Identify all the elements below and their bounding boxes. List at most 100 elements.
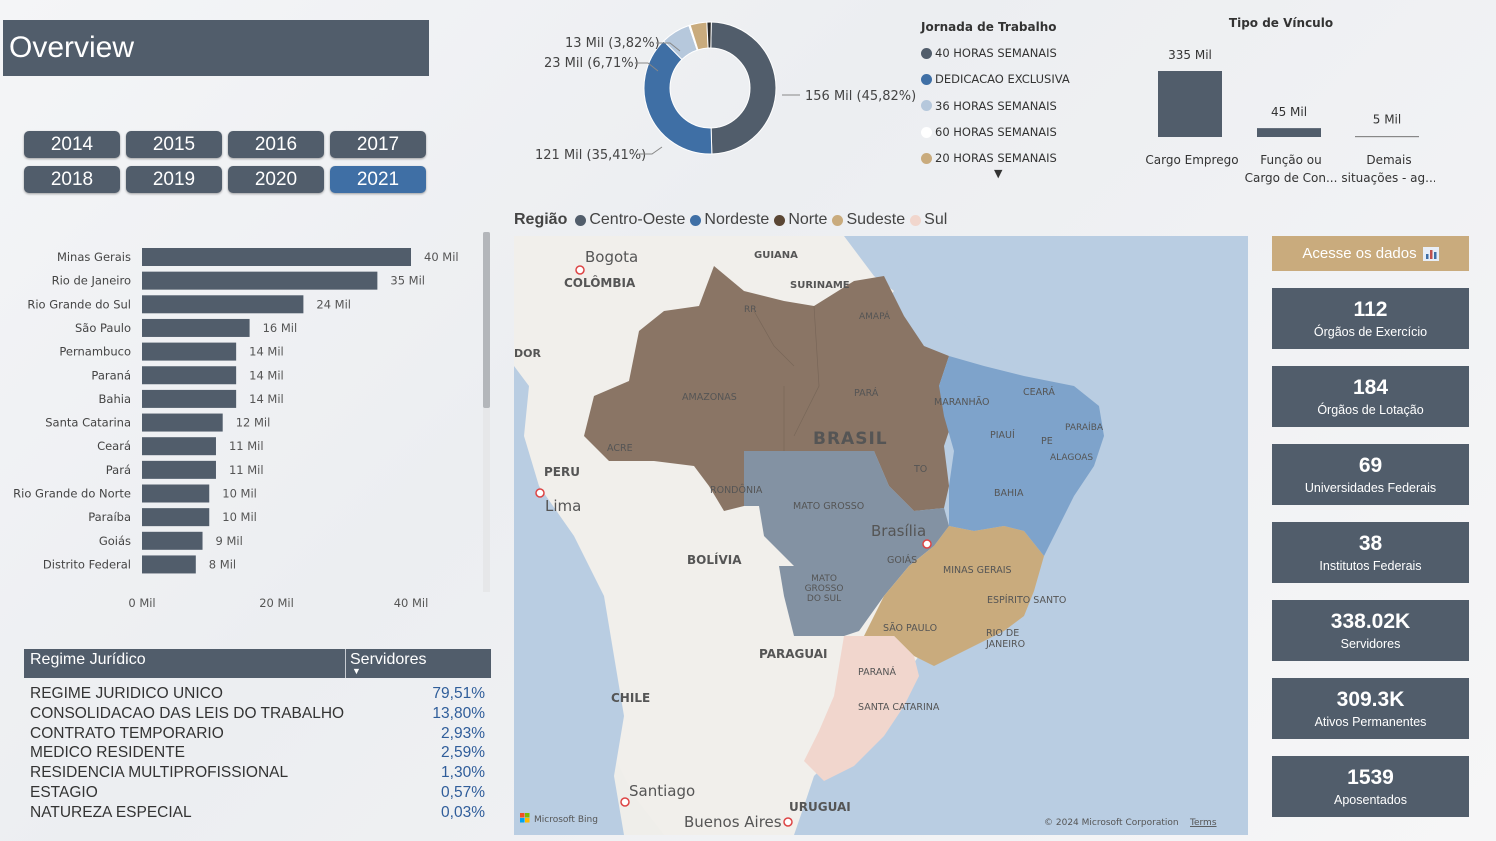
bar[interactable]	[142, 484, 210, 503]
region-sudeste[interactable]	[864, 526, 1044, 666]
city-marker	[575, 265, 585, 275]
regime-name: CONTRATO TEMPORARIO	[30, 724, 224, 742]
map-label-goias: GOIÁS	[887, 554, 917, 566]
year-button-2015[interactable]: 2015	[126, 131, 222, 158]
column-header-regime[interactable]: Regime Jurídico	[24, 649, 346, 678]
legend-item[interactable]: DEDICACAO EXCLUSIVA	[921, 66, 1121, 92]
column-bar[interactable]	[1355, 136, 1419, 138]
region-legend-title: Região	[514, 211, 568, 228]
region-legend-item[interactable]: Sul	[910, 211, 947, 229]
kpi-card-institutos: 38 Institutos Federais	[1272, 522, 1469, 583]
bar[interactable]	[142, 366, 237, 385]
bar[interactable]	[142, 295, 304, 314]
map-label-sao-paulo: SÃO PAULO	[883, 623, 937, 634]
bar-category-label: Ceará	[97, 439, 131, 453]
bar[interactable]	[142, 248, 411, 266]
x-tick-label: 40 Mil	[394, 596, 429, 610]
map-copyright: © 2024 Microsoft Corporation	[1044, 818, 1179, 828]
legend-item[interactable]: 60 HORAS SEMANAIS	[921, 119, 1121, 145]
year-button-2019[interactable]: 2019	[126, 166, 222, 193]
column-header-servidores[interactable]: Servidores ▼	[346, 649, 491, 678]
table-row[interactable]: CONSOLIDACAO DAS LEIS DO TRABALHO 13,80%	[24, 704, 491, 724]
donut-leader-line	[656, 42, 681, 52]
tipo-vinculo-chart: Tipo de Vínculo 335 Mil Cargo Emprego 45 M…	[1145, 16, 1435, 185]
bar-value-label: 12 Mil	[236, 416, 271, 430]
table-row[interactable]: NATUREZA ESPECIAL 0,03%	[24, 803, 491, 823]
bar[interactable]	[142, 531, 203, 550]
legend-label: 20 HORAS SEMANAIS	[935, 151, 1057, 166]
city-marker	[922, 539, 932, 549]
chart-scrollbar[interactable]	[483, 232, 490, 592]
donut-slice[interactable]	[710, 21, 777, 155]
map-label-colombia: COLÔMBIA	[564, 275, 636, 290]
bar-category-label: Rio de Janeiro	[52, 274, 131, 288]
bar-category-label: Paraná	[91, 368, 131, 382]
bar-chart-icon	[1422, 246, 1439, 261]
x-tick-label: 20 Mil	[259, 596, 294, 610]
column-category-label: situações - ag...	[1341, 171, 1435, 185]
donut-label-1: 156 Mil (45,82%)	[805, 89, 916, 104]
legend-dot	[575, 214, 587, 226]
bar[interactable]	[142, 413, 223, 432]
legend-title: Jornada de Trabalho	[921, 20, 1057, 34]
map-terms-link[interactable]: Terms	[1189, 818, 1217, 828]
legend-item[interactable]: 20 HORAS SEMANAIS	[921, 145, 1121, 171]
legend-label: DEDICACAO EXCLUSIVA	[935, 72, 1070, 87]
bar[interactable]	[142, 437, 216, 456]
year-slicer: 2014 2015 2016 2017 2018 2019 2020 2021	[24, 131, 428, 195]
year-button-2021[interactable]: 2021	[330, 166, 426, 193]
regime-value: 0,03%	[441, 803, 485, 821]
bar[interactable]	[142, 318, 250, 337]
year-button-2016[interactable]: 2016	[228, 131, 324, 158]
kpi-card-orgaos-lotacao: 184 Órgãos de Lotação	[1272, 366, 1469, 427]
region-legend-item[interactable]: Nordeste	[690, 211, 769, 229]
bar[interactable]	[142, 271, 378, 290]
column-header-servidores-label: Servidores	[350, 651, 427, 668]
regime-name: NATUREZA ESPECIAL	[30, 803, 192, 821]
region-norte[interactable]	[584, 266, 954, 511]
bar[interactable]	[142, 460, 216, 479]
region-nordeste[interactable]	[939, 356, 1104, 556]
region-label: Centro-Oeste	[589, 211, 686, 228]
table-row[interactable]: MEDICO RESIDENTE 2,59%	[24, 743, 491, 763]
legend-label: 36 HORAS SEMANAIS	[935, 98, 1057, 113]
map-label-alagoas: ALAGOAS	[1050, 453, 1093, 463]
table-row[interactable]: ESTAGIO 0,57%	[24, 783, 491, 803]
table-row[interactable]: REGIME JURIDICO UNICO 79,51%	[24, 684, 491, 704]
region-label: Norte	[788, 211, 828, 228]
region-label: Nordeste	[704, 211, 770, 228]
bar[interactable]	[142, 389, 237, 408]
donut-slice[interactable]	[643, 40, 713, 155]
legend-item[interactable]: 40 HORAS SEMANAIS	[921, 40, 1121, 66]
donut-slice[interactable]	[706, 21, 712, 49]
kpi-card-aposentados: 1539 Aposentados	[1272, 756, 1469, 817]
legend-dot	[921, 126, 932, 138]
year-button-2017[interactable]: 2017	[330, 131, 426, 158]
bar[interactable]	[142, 342, 237, 361]
kpi-value: 309.3K	[1336, 687, 1405, 711]
regime-value: 13,80%	[432, 704, 485, 722]
acesse-os-dados-button[interactable]: Acesse os dados	[1272, 236, 1469, 271]
year-button-2020[interactable]: 2020	[228, 166, 324, 193]
column-bar[interactable]	[1257, 128, 1321, 137]
year-button-2018[interactable]: 2018	[24, 166, 120, 193]
map-label-acre: ACRE	[607, 443, 633, 454]
chart-scrollbar-thumb[interactable]	[483, 232, 490, 408]
kpi-label: Aposentados	[1334, 792, 1407, 807]
region-centro-oeste[interactable]	[744, 451, 949, 636]
region-sul[interactable]	[804, 636, 919, 781]
region-legend-item[interactable]: Centro-Oeste	[575, 211, 685, 229]
year-button-2014[interactable]: 2014	[24, 131, 120, 158]
city-marker	[620, 797, 630, 807]
bar[interactable]	[142, 555, 196, 574]
kpi-card-universidades: 69 Universidades Federais	[1272, 444, 1469, 505]
brazil-region-map[interactable]: Bogota COLÔMBIA GUIANA SURINAME AMAPÁ RR…	[514, 236, 1248, 835]
legend-item[interactable]: 36 HORAS SEMANAIS	[921, 93, 1121, 119]
table-row[interactable]: CONTRATO TEMPORARIO 2,93%	[24, 724, 491, 744]
bar[interactable]	[142, 508, 210, 527]
region-legend-item[interactable]: Norte	[774, 211, 827, 229]
table-row[interactable]: RESIDENCIA MULTIPROFISSIONAL 1,30%	[24, 763, 491, 783]
legend-more-caret-icon[interactable]: ▼	[994, 167, 1003, 181]
column-bar[interactable]	[1158, 71, 1222, 137]
region-legend-item[interactable]: Sudeste	[832, 211, 905, 229]
